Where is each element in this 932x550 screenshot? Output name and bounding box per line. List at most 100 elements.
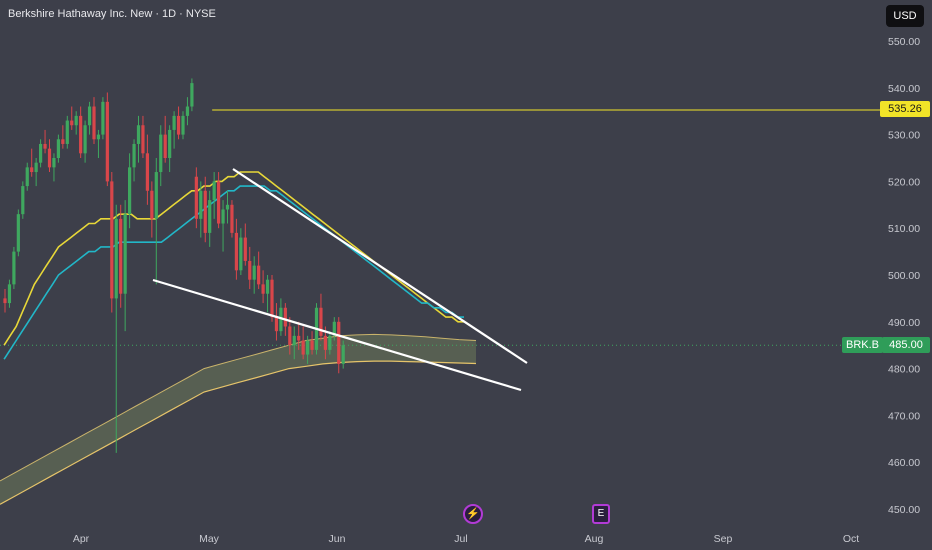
candle-body [261,284,265,294]
y-tick-label: 520.00 [888,176,920,188]
candle-body [168,129,172,158]
upper-trendline [232,168,528,364]
currency-button[interactable]: USD [886,5,924,27]
candle-body [194,176,198,219]
candle-body [265,279,270,294]
candle-body [163,134,167,158]
candle-body [114,218,118,299]
candle-body [252,265,256,280]
candle-body [101,101,105,135]
candle-body [181,115,185,135]
candle-body [154,172,158,219]
candle-body [190,83,194,107]
y-tick-label: 550.00 [888,36,920,48]
ma-band-fill [0,334,476,505]
candle-body [208,200,212,233]
candle-body [217,181,221,224]
y-tick-label: 530.00 [888,130,920,142]
candle-body [39,143,43,163]
y-tick-label: 490.00 [888,317,920,329]
candle-body [56,139,60,158]
candle-body [30,167,34,173]
candle-body [176,115,181,135]
level-price-tag: 535.26 [880,101,930,117]
candle-body [123,214,127,294]
candle-body [3,298,7,304]
candle-body [323,335,327,350]
candle-body [74,115,78,126]
candle-body [47,148,52,168]
candle-body [239,237,243,271]
candle-body [132,143,136,168]
candle-body [83,125,87,154]
candle-body [43,143,47,149]
candle-body [234,232,238,271]
candle-body [96,134,101,140]
x-tick-label: Jul [454,533,467,545]
candle-body [79,115,83,154]
candle-body [52,158,56,168]
candle-body [145,153,149,191]
candle-body [279,307,283,332]
y-tick-label: 470.00 [888,410,920,422]
x-tick-label: Aug [585,533,604,545]
candle-body [150,190,154,219]
candle-body [306,340,310,355]
candle-body [87,106,92,126]
x-tick-label: Sep [714,533,733,545]
candle-body [225,204,230,210]
ma-slow-line [3,185,464,360]
candle-body [328,335,332,350]
candle-body [332,321,336,336]
x-tick-label: Apr [73,533,90,545]
x-tick-label: May [199,533,220,545]
earnings-icon[interactable]: E [592,504,610,524]
candle-body [110,181,114,299]
candle-body [288,326,292,346]
candle-body [212,181,216,201]
candle-body [310,340,314,350]
ma-fast-line [3,171,464,346]
candle-body [172,115,176,130]
x-tick-label: Jun [329,533,346,545]
y-tick-label: 480.00 [888,364,920,376]
candle-body [199,190,203,219]
candle-body [136,125,141,144]
candle-body [301,340,305,355]
candle-body [12,251,16,285]
candle-body [65,120,69,144]
y-tick-label: 510.00 [888,223,920,235]
candle-body [185,106,190,116]
candle-body [292,335,296,346]
candle-body [337,321,341,364]
candle-body [25,167,29,187]
candle-body [203,190,207,233]
last-price-tag: 485.00 [882,337,930,353]
y-tick-label: 460.00 [888,457,920,469]
y-tick-label: 540.00 [888,83,920,95]
candle-body [7,284,12,304]
candle-body [274,317,279,332]
ma-band-lower [0,360,477,505]
chart-title: Berkshire Hathaway Inc. New · 1D · NYSE [8,8,216,20]
candle-body [61,139,65,144]
candle-body [248,260,252,280]
y-tick-label: 450.00 [888,504,920,516]
candle-body [141,125,145,154]
candle-body [21,186,25,215]
lower-trendline [152,278,522,392]
candle-body [230,204,234,233]
x-tick-label: Oct [843,533,859,545]
candle-body [16,214,20,252]
candle-body [283,307,287,327]
ma-band-upper [0,333,477,482]
symbol-tag: BRK.B [842,337,884,353]
y-tick-label: 500.00 [888,270,920,282]
candle-body [257,265,261,285]
candle-body [319,307,323,336]
lightning-icon[interactable]: ⚡ [463,504,483,524]
candle-body [92,106,96,140]
candle-body [341,345,345,364]
candle-body [270,279,274,318]
